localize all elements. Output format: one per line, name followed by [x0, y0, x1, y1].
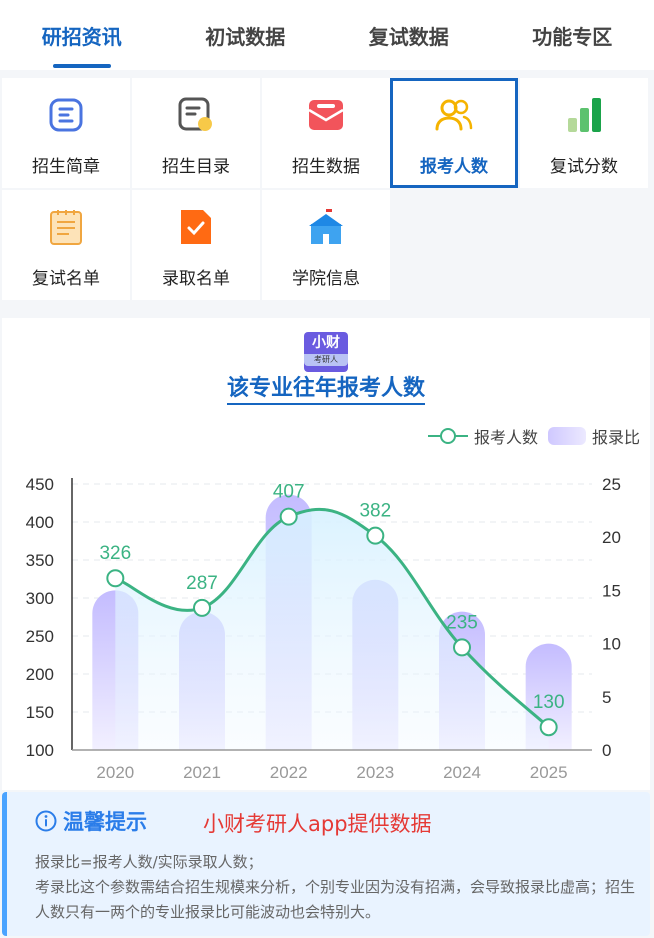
- line-area: [115, 509, 549, 750]
- legend-item-line[interactable]: 报考人数: [427, 424, 538, 448]
- data-label: 326: [99, 543, 131, 564]
- legend-label: 报考人数: [473, 428, 538, 447]
- line-point: [539, 718, 558, 737]
- x-axis-tick-label: 2020: [96, 763, 134, 782]
- left-axis-tick-label: 150: [26, 703, 54, 722]
- grid-item-label: 录取名单: [162, 269, 230, 289]
- feature-grid: 招生简章 招生目录 招生数据 报考人数 复试分数 复试名单 录取名单: [2, 78, 652, 300]
- info-icon: [35, 810, 57, 832]
- tab-label: 复试数据: [368, 24, 449, 49]
- line-point: [193, 598, 211, 617]
- brochure-icon: [45, 94, 87, 136]
- right-axis-tick-label: 25: [602, 475, 621, 494]
- tab-feature-zone[interactable]: 功能专区: [491, 0, 654, 70]
- check-document-icon: [175, 206, 217, 248]
- line-point: [366, 526, 385, 545]
- right-axis-tick-label: 0: [602, 741, 611, 760]
- notice-body: 报录比=报考人数/实际录取人数； 考录比这个参数需结合招生规模来分析，个别专业因…: [35, 850, 635, 925]
- legend-item-bar[interactable]: 报录比: [547, 424, 640, 448]
- grid-item-admission-data[interactable]: 招生数据: [262, 78, 390, 188]
- right-axis-tick-label: 10: [602, 635, 621, 654]
- left-axis-tick-label: 400: [26, 513, 54, 532]
- grid-item-admission-list[interactable]: 录取名单: [132, 190, 260, 300]
- line-point: [279, 507, 298, 526]
- grid-item-label: 招生简章: [32, 157, 100, 177]
- catalog-icon: [175, 94, 217, 136]
- tab-label: 研招资讯: [41, 24, 122, 49]
- left-axis-tick-label: 250: [26, 627, 54, 646]
- users-icon: [433, 94, 475, 136]
- tab-label: 功能专区: [532, 24, 613, 49]
- notice-box: 温馨提示 小财考研人app提供数据 报录比=报考人数/实际录取人数； 考录比这个…: [2, 792, 650, 936]
- top-tab-bar: 研招资讯 初试数据 复试数据 功能专区: [0, 0, 654, 70]
- combo-chart: 450 400 350 300 250 200 150 100 25 20 15 10 5 0 326 287…: [26, 475, 621, 782]
- grid-item-label: 招生数据: [292, 157, 360, 177]
- grid-item-label: 招生目录: [162, 157, 230, 177]
- tab-research-news[interactable]: 研招资讯: [0, 0, 164, 70]
- logo-text: 小财: [312, 335, 340, 351]
- notice-title: 温馨提示: [63, 810, 147, 834]
- right-axis-tick-label: 15: [602, 581, 621, 600]
- grid-item-retest-list[interactable]: 复试名单: [2, 190, 130, 300]
- mailbox-icon: [305, 94, 347, 136]
- tab-label: 初试数据: [205, 24, 286, 49]
- notice-header: 温馨提示: [35, 806, 147, 836]
- grid-item-label: 学院信息: [292, 269, 360, 289]
- app-logo: 小财 考研人: [304, 332, 348, 372]
- grid-item-label: 复试分数: [550, 157, 618, 177]
- line-point: [106, 569, 125, 588]
- tab-retest-data[interactable]: 复试数据: [327, 0, 491, 70]
- left-axis-tick-label: 100: [26, 741, 54, 760]
- right-axis-tick-label: 20: [602, 528, 621, 547]
- grid-item-label: 报考人数: [420, 157, 488, 177]
- right-axis-tick-label: 5: [602, 688, 611, 707]
- line-point: [453, 638, 471, 657]
- notepad-icon: [45, 206, 87, 248]
- tab-initial-exam-data[interactable]: 初试数据: [164, 0, 328, 70]
- chart-legend: 报考人数 报录比: [427, 424, 640, 448]
- left-axis-tick-label: 450: [26, 475, 54, 494]
- applicants-chart-card: 小财 考研人 该专业往年报考人数 报考人数 报录比 450 400 350 300 25…: [2, 318, 650, 790]
- x-axis-tick-label: 2024: [443, 763, 481, 782]
- notice-line: 报录比=报考人数/实际录取人数；: [35, 853, 263, 871]
- grid-item-applicants[interactable]: 报考人数: [390, 78, 518, 188]
- grid-item-catalog[interactable]: 招生目录: [132, 78, 260, 188]
- data-label: 382: [359, 501, 391, 522]
- data-label: 130: [533, 692, 565, 713]
- left-axis-tick-label: 350: [26, 551, 54, 570]
- line-marker-icon: [427, 428, 468, 444]
- grid-item-college-info[interactable]: 学院信息: [262, 190, 390, 300]
- x-axis-tick-label: 2025: [530, 763, 568, 782]
- chart-title: 该专业往年报考人数: [2, 370, 650, 405]
- notice-line: 考录比这个参数需结合招生规模来分析，个别专业因为没有招满，会导致报录比虚高；招生…: [35, 878, 636, 921]
- grid-item-brochure[interactable]: 招生简章: [2, 78, 130, 188]
- grid-item-retest-scores[interactable]: 复试分数: [520, 78, 648, 188]
- left-axis-tick-label: 300: [26, 589, 54, 608]
- grid-item-label: 复试名单: [32, 269, 100, 289]
- data-source-note: 小财考研人app提供数据: [203, 812, 432, 836]
- logo-subtext: 考研人: [304, 354, 348, 366]
- bar-signal-icon: [563, 94, 605, 136]
- school-icon: [305, 206, 347, 248]
- x-axis-tick-label: 2021: [183, 763, 221, 782]
- data-label: 287: [186, 573, 218, 594]
- active-tab-indicator: [52, 64, 111, 68]
- data-label: 407: [273, 482, 305, 503]
- x-axis-tick-label: 2023: [356, 763, 394, 782]
- legend-label: 报录比: [591, 428, 640, 447]
- bar-swatch-icon: [547, 427, 586, 445]
- x-axis-tick-label: 2022: [270, 763, 308, 782]
- left-axis-tick-label: 200: [26, 665, 54, 684]
- data-label: 235: [446, 612, 478, 633]
